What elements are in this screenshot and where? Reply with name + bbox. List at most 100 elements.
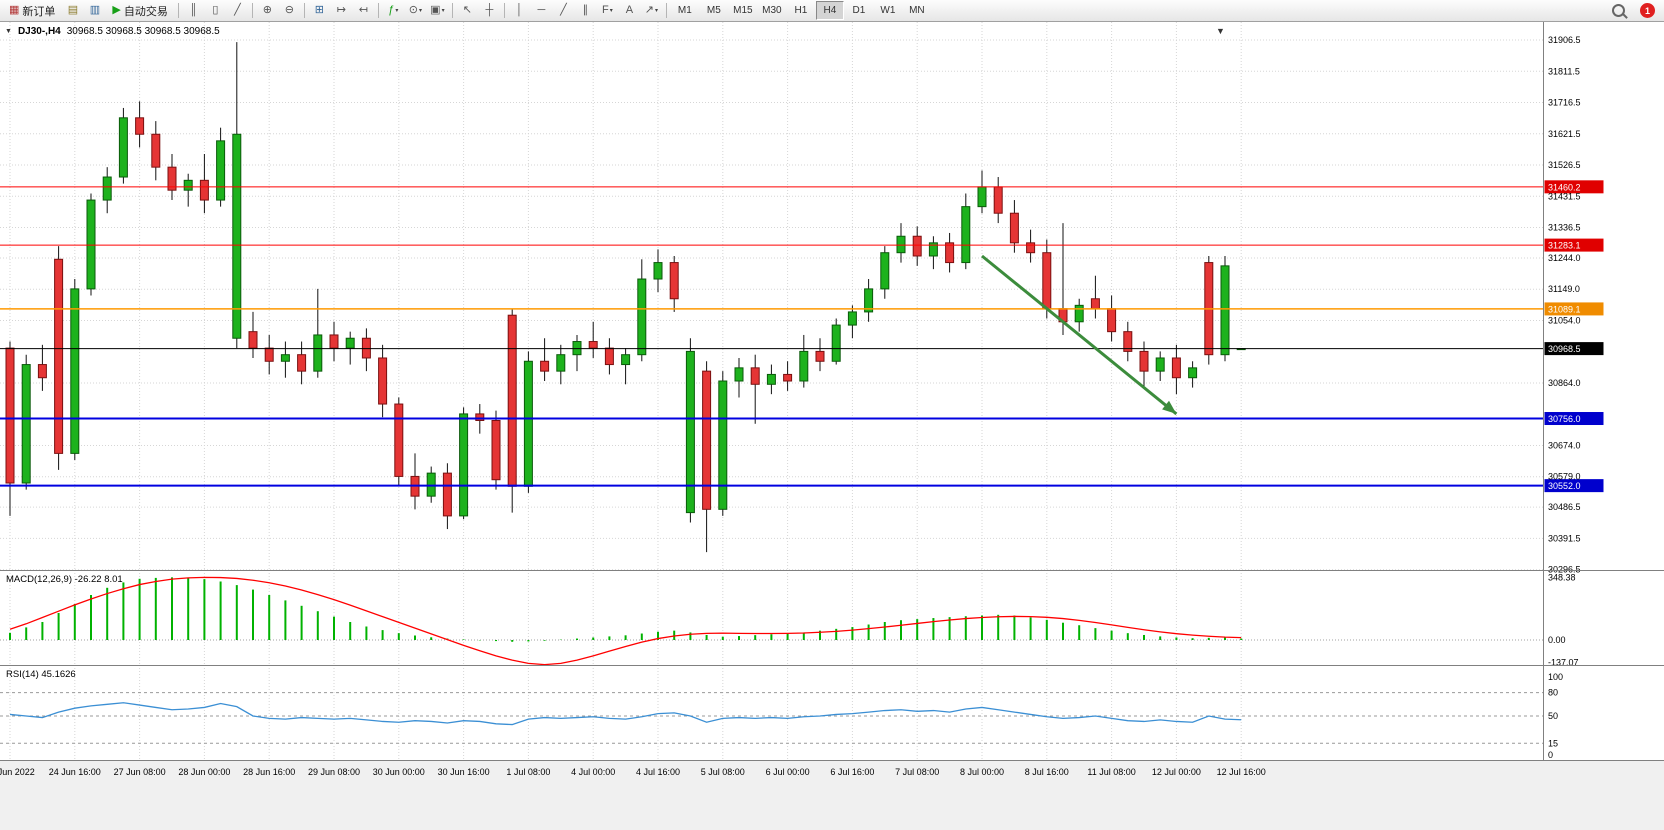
horizontal-line-icon-glyph: ─: [537, 4, 546, 16]
svg-text:29 Jun 08:00: 29 Jun 08:00: [308, 767, 360, 777]
indicators-icon-glyph: ƒ: [388, 4, 395, 16]
zoom-out-icon[interactable]: ⊖: [279, 1, 300, 21]
svg-text:50: 50: [1548, 711, 1558, 721]
notification-badge[interactable]: 1: [1640, 3, 1655, 18]
bar-chart-icon[interactable]: ║: [183, 1, 204, 21]
auto-scroll-icon[interactable]: ↦: [331, 1, 352, 21]
text-icon[interactable]: A: [619, 1, 640, 21]
svg-text:31336.5: 31336.5: [1548, 223, 1581, 233]
hline-31460.2[interactable]: 31460.2: [0, 180, 1604, 194]
toolbar-separator: [177, 3, 179, 18]
candlestick-chart-icon[interactable]: ▯: [205, 1, 226, 21]
timeframe-m5-button[interactable]: M5: [706, 5, 721, 16]
svg-text:6 Jul 00:00: 6 Jul 00:00: [766, 767, 810, 777]
timeframe-h4-button[interactable]: H4: [815, 1, 844, 20]
trendline-icon[interactable]: ╱: [553, 1, 574, 21]
vertical-line-icon-glyph: │: [515, 4, 523, 16]
svg-text:6 Jul 16:00: 6 Jul 16:00: [830, 767, 874, 777]
profiles-icon[interactable]: ▥: [84, 1, 105, 21]
pane-borders: [0, 22, 1664, 761]
hline-30968.5[interactable]: 30968.5: [0, 342, 1604, 356]
fibonacci-icon[interactable]: F ▾: [597, 1, 618, 21]
new-order-glyph: ▦: [9, 4, 20, 16]
chart-symbol-header: ▼ DJ30-,H4 30968.5 30968.5 30968.5 30968…: [5, 26, 220, 37]
auto-scroll-icon-glyph: ↦: [336, 4, 346, 16]
chart-area[interactable]: ▼ DJ30-,H4 30968.5 30968.5 30968.5 30968…: [0, 22, 1664, 830]
new-order-button[interactable]: ▦ 新订单: [3, 1, 61, 21]
timeframe-m1-button[interactable]: M1: [677, 5, 692, 16]
svg-text:348.38: 348.38: [1548, 572, 1576, 582]
chart-window-icon[interactable]: ▤: [62, 1, 83, 21]
zoom-in-icon[interactable]: ⊕: [257, 1, 278, 21]
svg-text:4 Jul 00:00: 4 Jul 00:00: [571, 767, 615, 777]
svg-text:31811.5: 31811.5: [1548, 66, 1580, 76]
cursor-icon[interactable]: ↖: [457, 1, 478, 21]
crosshair-icon-glyph: ┼: [485, 4, 494, 16]
channel-icon-glyph: ∥: [582, 4, 589, 16]
timeframe-m30-button[interactable]: M30: [762, 5, 782, 16]
svg-text:31244.0: 31244.0: [1548, 253, 1581, 263]
profiles-icon-glyph: ▥: [89, 4, 101, 16]
svg-text:24 Jun 2022: 24 Jun 2022: [0, 767, 35, 777]
dropdown-caret-icon: ▾: [654, 8, 658, 14]
svg-text:24 Jun 16:00: 24 Jun 16:00: [49, 767, 101, 777]
new-order-button-label: 新订单: [22, 5, 56, 18]
svg-text:MACD(12,26,9) -26.22 8.01: MACD(12,26,9) -26.22 8.01: [6, 574, 123, 585]
svg-text:30486.5: 30486.5: [1548, 502, 1581, 512]
timeframe-m15-button[interactable]: M15: [733, 5, 753, 16]
hline-31089.1[interactable]: 31089.1: [0, 302, 1604, 316]
search-icon[interactable]: [1612, 4, 1625, 17]
scroll-to-end-icon[interactable]: ▼: [1216, 26, 1225, 36]
vertical-line-icon[interactable]: │: [509, 1, 530, 21]
svg-text:1 Jul 08:00: 1 Jul 08:00: [506, 767, 550, 777]
svg-text:30579.0: 30579.0: [1548, 472, 1581, 482]
zoom-out-icon-glyph: ⊖: [284, 4, 294, 16]
svg-text:30674.0: 30674.0: [1548, 440, 1581, 450]
trend-arrow[interactable]: [981, 254, 1178, 416]
auto-trading-button-label: 自动交易: [123, 5, 168, 18]
timeframe-h1-button[interactable]: H1: [794, 5, 808, 16]
horizontal-line-icon[interactable]: ─: [531, 1, 552, 21]
line-chart-icon-glyph: ╱: [234, 4, 241, 16]
svg-text:7 Jul 08:00: 7 Jul 08:00: [895, 767, 939, 777]
chart-window-icon-glyph: ▤: [67, 4, 79, 16]
svg-text:30 Jun 00:00: 30 Jun 00:00: [373, 767, 425, 777]
hline-31283.1[interactable]: 31283.1: [0, 238, 1604, 252]
templates-icon[interactable]: ▣ ▾: [427, 1, 448, 21]
tile-windows-icon[interactable]: ⊞: [309, 1, 330, 21]
svg-text:31431.5: 31431.5: [1548, 191, 1581, 201]
hline-30756.0[interactable]: 30756.0: [0, 412, 1604, 426]
svg-text:8 Jul 00:00: 8 Jul 00:00: [960, 767, 1004, 777]
price-axis[interactable]: 31906.5 31811.5 31716.5 31621.5 31526.5 31431…: [1548, 35, 1581, 575]
periods-icon[interactable]: ⊙ ▾: [405, 1, 426, 21]
dropdown-caret-icon: ▾: [418, 8, 422, 14]
chart-shift-icon[interactable]: ↤: [353, 1, 374, 21]
indicators-icon[interactable]: ƒ ▾: [383, 1, 404, 21]
toolbar-separator: [451, 3, 453, 18]
svg-text:80: 80: [1548, 688, 1558, 698]
svg-text:31460.2: 31460.2: [1548, 182, 1581, 192]
timeframe-w1-button[interactable]: W1: [880, 5, 896, 16]
svg-text:4 Jul 16:00: 4 Jul 16:00: [636, 767, 680, 777]
channel-icon[interactable]: ∥: [575, 1, 596, 21]
svg-text:15: 15: [1548, 738, 1558, 748]
auto-trading-button[interactable]: ▶ 自动交易: [106, 1, 173, 21]
fibonacci-icon-glyph: F: [602, 4, 609, 16]
auto-trading-glyph: ▶: [112, 4, 121, 16]
svg-text:30968.5: 30968.5: [1548, 344, 1581, 354]
collapse-icon[interactable]: ▼: [5, 28, 12, 35]
tile-windows-icon-glyph: ⊞: [314, 4, 324, 16]
candlestick-chart-icon-glyph: ▯: [212, 4, 219, 16]
hline-30552.0[interactable]: 30552.0: [0, 479, 1604, 493]
line-chart-icon[interactable]: ╱: [227, 1, 248, 21]
crosshair-icon[interactable]: ┼: [479, 1, 500, 21]
timeframe-mn-button[interactable]: MN: [909, 5, 925, 16]
arrows-icon[interactable]: ↗ ▾: [641, 1, 662, 21]
macd-pane: MACD(12,26,9) -26.22 8.01 348.38 0.00 -137.…: [0, 572, 1579, 668]
time-axis[interactable]: 24 Jun 2022 24 Jun 16:00 27 Jun 08:00 28 Ju…: [0, 767, 1266, 777]
svg-text:12 Jul 16:00: 12 Jul 16:00: [1217, 767, 1266, 777]
grid-layer: [0, 22, 1543, 760]
timeframe-d1-button[interactable]: D1: [852, 5, 866, 16]
chart-canvas[interactable]: 31460.2 31283.1 31089.1 30968.5 30756.0 30552…: [0, 22, 1664, 830]
svg-text:30864.0: 30864.0: [1548, 378, 1581, 388]
